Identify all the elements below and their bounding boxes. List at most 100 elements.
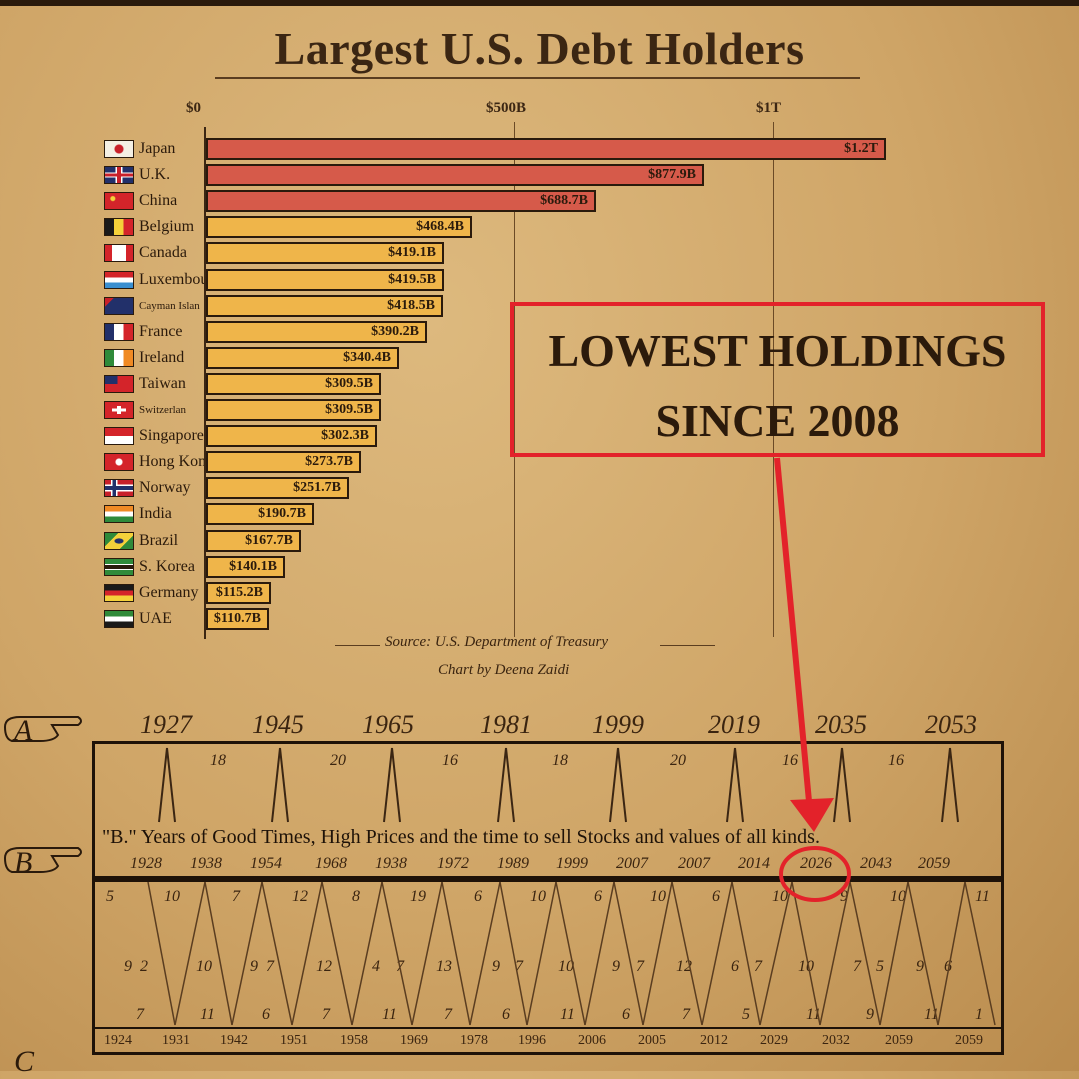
category-name: Brazil — [139, 532, 179, 549]
category-name: Ireland — [139, 349, 185, 366]
bar-value-label: $309.5B — [325, 402, 373, 417]
row-b-year: 2043 — [860, 855, 892, 872]
row-a-peak-left — [726, 747, 736, 823]
india-flag-icon — [104, 505, 134, 523]
row-c-year: 2059 — [955, 1033, 983, 1048]
row-c-top-value: 10 — [890, 888, 906, 905]
row-a-peak-right — [391, 747, 401, 823]
row-c-mid-value: 9 — [492, 958, 500, 975]
axis-tick-1t: $1T — [756, 100, 782, 116]
row-c-year: 2059 — [885, 1033, 913, 1048]
row-b-year: 1954 — [250, 855, 282, 872]
row-c-mid-value: 6 — [944, 958, 952, 975]
row-c-rise — [231, 881, 263, 1026]
ireland-flag-icon — [104, 349, 134, 367]
row-a-peak-right — [617, 747, 627, 823]
row-a-peak-right — [734, 747, 744, 823]
bar: $110.7B — [206, 608, 269, 630]
benner-box-lower — [92, 879, 1004, 1055]
row-c-mid-value: 9 — [612, 958, 620, 975]
bar-value-label: $309.5B — [325, 376, 373, 391]
row-b-year: 1968 — [315, 855, 347, 872]
row-b-year: 2007 — [616, 855, 648, 872]
row-b-year: 1928 — [130, 855, 162, 872]
china-flag-icon — [104, 192, 134, 210]
row-a-year: 2019 — [708, 710, 760, 739]
uk-flag-icon — [104, 166, 134, 184]
row-c-year: 1958 — [340, 1033, 368, 1048]
row-c-mid-value: 4 — [372, 958, 380, 975]
row-c-rise — [174, 881, 206, 1026]
row-b-year: 1972 — [437, 855, 469, 872]
row-a-peak-right — [166, 747, 176, 823]
row-c-year: 2032 — [822, 1033, 850, 1048]
norway-flag-icon — [104, 479, 134, 497]
pointing-hand-icon — [4, 847, 82, 873]
category-label: Canada — [104, 242, 204, 264]
category-name: China — [139, 192, 178, 209]
bar: $468.4B — [206, 216, 472, 238]
row-c-rise — [879, 881, 909, 1026]
row-a-gap: 16 — [888, 752, 904, 769]
row-c-mid-value: 12 — [316, 958, 332, 975]
bar-value-label: $302.3B — [321, 428, 369, 443]
bar: $390.2B — [206, 321, 427, 343]
row-c-mid-value: 9 — [250, 958, 258, 975]
category-name: U.K. — [139, 166, 171, 183]
callout-box: LOWEST HOLDINGS SINCE 2008 — [510, 302, 1045, 457]
bar-value-label: $688.7B — [540, 193, 588, 208]
row-c-rise — [291, 881, 323, 1026]
highlight-circle-2026 — [779, 846, 851, 902]
category-name: Germany — [139, 584, 199, 601]
page-title: Largest U.S. Debt Holders — [274, 23, 805, 74]
row-c-year: 1996 — [518, 1033, 546, 1048]
row-c-fall — [731, 881, 761, 1026]
category-label: Taiwan — [104, 373, 204, 395]
row-c-year: 2006 — [578, 1033, 606, 1048]
row-c-fall — [441, 881, 471, 1026]
bar: $302.3B — [206, 425, 377, 447]
category-name: Cayman Islan — [139, 300, 200, 312]
row-c-mid-value: 13 — [436, 958, 452, 975]
row-c-fall — [147, 881, 176, 1026]
category-name: Switzerlan — [139, 404, 187, 416]
switzerland-flag-icon — [104, 401, 134, 419]
category-label: Luxembou — [104, 269, 204, 291]
row-a-year: 1965 — [362, 710, 414, 739]
row-c-rise — [937, 881, 966, 1026]
row-c-mid-value: 10 — [196, 958, 212, 975]
bar: $877.9B — [206, 164, 704, 186]
row-a-peak-left — [158, 747, 168, 823]
row-a-peak-right — [841, 747, 851, 823]
category-name: Taiwan — [139, 375, 186, 392]
row-c-top-value: 19 — [410, 888, 426, 905]
row-c-fall — [204, 881, 233, 1026]
category-name: Norway — [139, 479, 191, 496]
row-c-mid-value: 7 — [515, 958, 523, 975]
benner-box-upper — [92, 741, 1004, 879]
row-c-year: 1924 — [104, 1033, 132, 1048]
bar: $273.7B — [206, 451, 361, 473]
row-c-mid-value: 7 — [853, 958, 861, 975]
row-b-year: 1999 — [556, 855, 588, 872]
category-label: U.K. — [104, 164, 204, 186]
category-label: S. Korea — [104, 556, 204, 578]
callout-line-2: SINCE 2008 — [655, 395, 900, 446]
row-c-top-value: 10 — [530, 888, 546, 905]
row-a-gap: 20 — [670, 752, 686, 769]
row-a-peak-right — [505, 747, 515, 823]
row-b-year: 1938 — [375, 855, 407, 872]
row-a-year: 1999 — [592, 710, 644, 739]
axis-tick-500b: $500B — [486, 100, 527, 116]
row-c-bottom-value: 7 — [322, 1006, 330, 1023]
row-c-bottom-value: 11 — [560, 1006, 575, 1023]
row-a-year: 2035 — [815, 710, 867, 739]
source-rule-left — [335, 645, 380, 646]
bar: $340.4B — [206, 347, 399, 369]
row-c-top-value: 10 — [164, 888, 180, 905]
bar: $419.5B — [206, 269, 444, 291]
row-c-mid-value: 7 — [266, 958, 274, 975]
top-frame — [0, 0, 1079, 6]
bar-value-label: $110.7B — [213, 611, 261, 626]
row-c-bottom-value: 11 — [200, 1006, 215, 1023]
